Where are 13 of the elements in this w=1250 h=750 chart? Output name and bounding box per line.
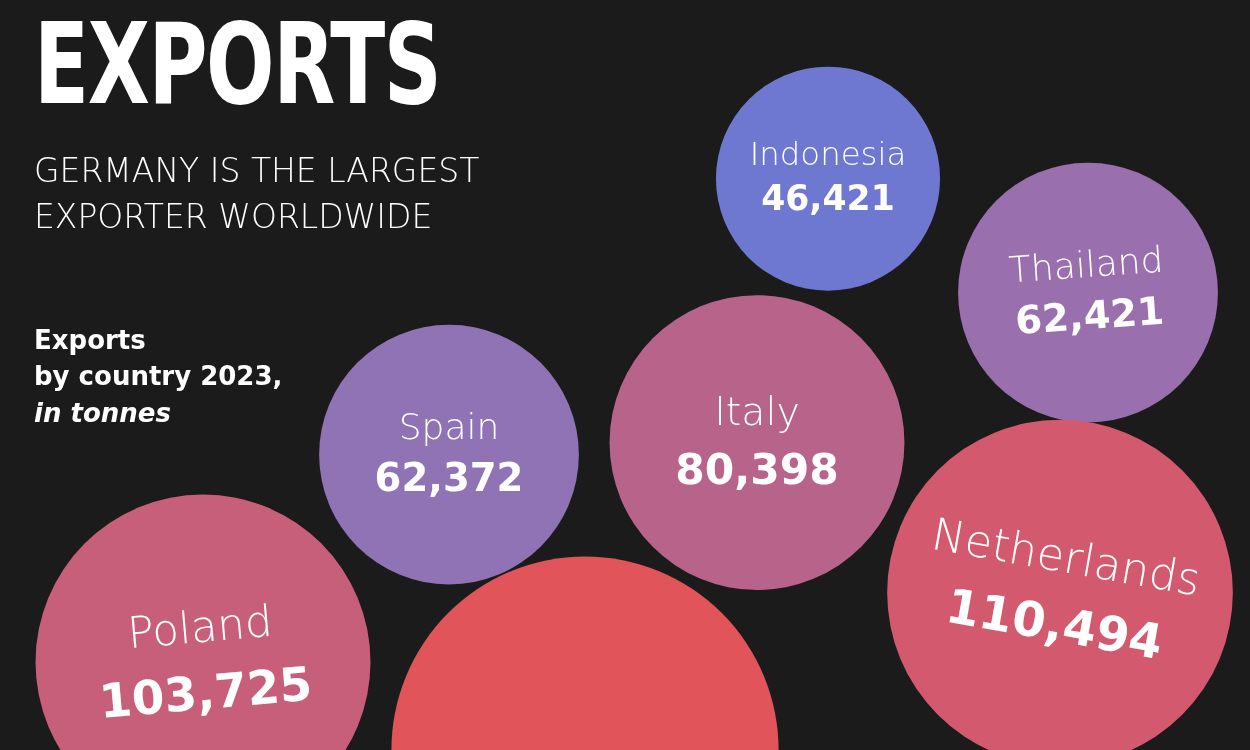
- text: GERMANY IS THE LARGEST EXPORTER WORLDWIDE: [34, 150, 481, 239]
- data-label: 103,725: [97, 656, 315, 729]
- text: EXPORTS: [34, 0, 441, 129]
- text: by country 2023,: [34, 360, 283, 394]
- category-label: Indonesia: [749, 135, 907, 174]
- data-label: 62,372: [374, 454, 524, 500]
- data-label: 80,398: [675, 444, 839, 494]
- category-label: Spain: [398, 406, 500, 448]
- data-label: 46,421: [761, 178, 895, 219]
- text: Exports: [34, 324, 147, 357]
- category-label: Poland: [125, 595, 275, 659]
- category-label: Italy: [714, 387, 800, 434]
- text: in tonnes: [34, 396, 172, 430]
